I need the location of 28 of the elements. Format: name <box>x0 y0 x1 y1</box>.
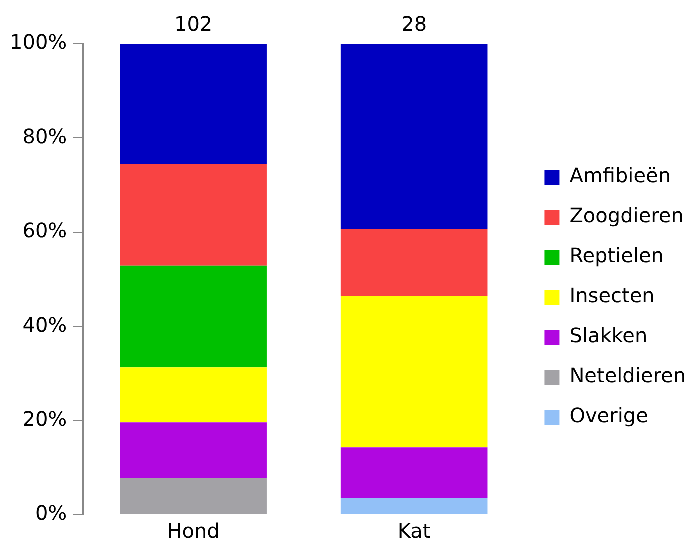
bar <box>120 164 267 266</box>
bar <box>340 44 488 230</box>
bar <box>120 44 267 164</box>
y-tick-label: 0% <box>35 501 68 526</box>
legend-label: Neteldieren <box>570 364 686 388</box>
x-tick-label: Hond <box>167 519 220 544</box>
legend-label: Amfibieën <box>570 164 672 188</box>
x-tick-label: Kat <box>398 519 431 544</box>
bar <box>120 266 267 368</box>
bar <box>340 296 488 448</box>
y-tick-label: 40% <box>22 312 68 337</box>
legend-label: Reptielen <box>570 244 664 268</box>
bar <box>340 498 488 514</box>
legend-label: Slakken <box>570 324 648 348</box>
bar <box>340 448 488 498</box>
bar <box>340 229 488 296</box>
y-tick-label: 60% <box>22 218 68 243</box>
y-tick-label: 100% <box>10 30 68 54</box>
annotation: 28 <box>402 12 428 36</box>
bar <box>120 478 267 514</box>
y-tick-label: 80% <box>22 124 68 148</box>
annotation: 102 <box>174 12 213 36</box>
legend-label: Insecten <box>570 284 655 308</box>
legend-label: Zoogdieren <box>570 204 684 228</box>
bar <box>120 368 267 423</box>
y-tick-label: 20% <box>22 407 68 432</box>
bar <box>120 422 267 478</box>
legend-label: Overige <box>570 404 648 428</box>
